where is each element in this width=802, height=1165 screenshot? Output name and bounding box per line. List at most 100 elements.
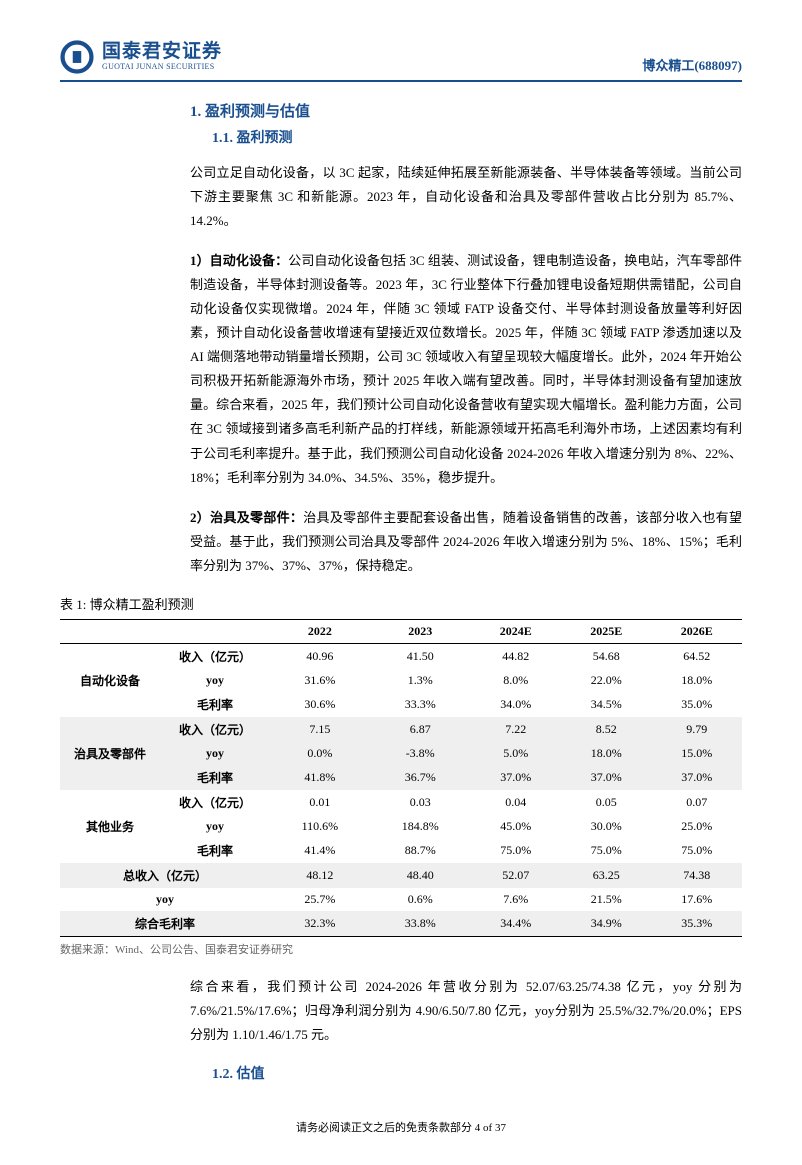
table-cell: 18.0% (651, 669, 742, 692)
table-cell: 75.0% (471, 838, 561, 863)
table-cell: 45.0% (471, 815, 561, 838)
table-cell: 44.82 (471, 643, 561, 669)
table-cell: 7.22 (471, 717, 561, 742)
page-footer: 请务必阅读正文之后的免责条款部分 4 of 37 (60, 1119, 742, 1135)
table-cell: 8.52 (561, 717, 651, 742)
table-cell: 37.0% (471, 765, 561, 790)
table-cell: 40.96 (270, 643, 370, 669)
page-header: 国泰君安证券 GUOTAI JUNAN SECURITIES 博众精工(6880… (60, 40, 742, 82)
table-cell: 收入（亿元） (160, 643, 270, 669)
table-cell: 35.0% (651, 692, 742, 717)
table-cell: 17.6% (651, 888, 742, 911)
table-cell: yoy (60, 888, 270, 911)
table-cell: yoy (160, 669, 270, 692)
logo-text-en: GUOTAI JUNAN SECURITIES (102, 63, 222, 72)
table-cell: 34.4% (471, 911, 561, 937)
table-cell: 31.6% (270, 669, 370, 692)
paragraph-fixture: 2）治具及零部件：治具及零部件主要配套设备出售，随着设备销售的改善，该部分收入也… (190, 506, 742, 578)
summary-block: 综合来看，我们预计公司 2024-2026 年营收分别为 52.07/63.25… (190, 975, 742, 1083)
table-header-row: 2022 2023 2024E 2025E 2026E (60, 619, 742, 643)
table-cell: 34.0% (471, 692, 561, 717)
col-2024e: 2024E (471, 619, 561, 643)
table-cell: 7.6% (471, 888, 561, 911)
table-cell: 32.3% (270, 911, 370, 937)
table-cell: 总收入（亿元） (60, 863, 270, 888)
table-cell: yoy (160, 815, 270, 838)
heading-1-2: 1.2. 估值 (190, 1063, 742, 1083)
table-cell: 88.7% (370, 838, 471, 863)
table-row: 总收入（亿元）48.1248.4052.0763.2574.38 (60, 863, 742, 888)
table-cell: 36.7% (370, 765, 471, 790)
table-cell: 33.8% (370, 911, 471, 937)
table-cell: 综合毛利率 (60, 911, 270, 937)
table-cell: 收入（亿元） (160, 717, 270, 742)
table-row: yoy110.6%184.8%45.0%30.0%25.0% (60, 815, 742, 838)
stock-code: 博众精工(688097) (642, 55, 742, 74)
table-cell: 6.87 (370, 717, 471, 742)
table-cell: 34.9% (561, 911, 651, 937)
table-row: 其他业务收入（亿元）0.010.030.040.050.07 (60, 790, 742, 815)
table-cell: 64.52 (651, 643, 742, 669)
table-cell: 30.0% (561, 815, 651, 838)
table-row: 毛利率30.6%33.3%34.0%34.5%35.0% (60, 692, 742, 717)
table-row: yoy0.0%-3.8%5.0%18.0%15.0% (60, 742, 742, 765)
paragraph-auto: 1）自动化设备：公司自动化设备包括 3C 组装、测试设备，锂电制造设备，换电站，… (190, 249, 742, 489)
earnings-table: 2022 2023 2024E 2025E 2026E 自动化设备收入（亿元）4… (60, 619, 742, 937)
table-cell: 0.03 (370, 790, 471, 815)
table-cell: 48.12 (270, 863, 370, 888)
table-cell: 30.6% (270, 692, 370, 717)
table-cell: 52.07 (471, 863, 561, 888)
table-cell: 毛利率 (160, 692, 270, 717)
table-row: 综合毛利率32.3%33.8%34.4%34.9%35.3% (60, 911, 742, 937)
col-2023: 2023 (370, 619, 471, 643)
table-cell: 63.25 (561, 863, 651, 888)
table-cell: -3.8% (370, 742, 471, 765)
table-row: 治具及零部件收入（亿元）7.156.877.228.529.79 (60, 717, 742, 742)
table-cell: 34.5% (561, 692, 651, 717)
table-cell: 8.0% (471, 669, 561, 692)
table-cell: 0.0% (270, 742, 370, 765)
table-cell: 37.0% (651, 765, 742, 790)
table-cell: 7.15 (270, 717, 370, 742)
table-cell: 25.0% (651, 815, 742, 838)
table-cell: 110.6% (270, 815, 370, 838)
table-cell: 0.04 (471, 790, 561, 815)
logo-block: 国泰君安证券 GUOTAI JUNAN SECURITIES (60, 40, 222, 74)
table-cell: 治具及零部件 (60, 717, 160, 790)
company-logo-icon (60, 40, 94, 74)
table-cell: 41.8% (270, 765, 370, 790)
table-cell: 毛利率 (160, 765, 270, 790)
table-cell: 其他业务 (60, 790, 160, 863)
table-cell: 15.0% (651, 742, 742, 765)
table-cell: 37.0% (561, 765, 651, 790)
heading-1: 1. 盈利预测与估值 (190, 100, 742, 121)
table-cell: 自动化设备 (60, 643, 160, 717)
heading-1-1: 1.1. 盈利预测 (190, 127, 742, 147)
table-cell: 75.0% (561, 838, 651, 863)
table-cell: 25.7% (270, 888, 370, 911)
table-cell: 184.8% (370, 815, 471, 838)
para-label-2: 2）治具及零部件： (190, 510, 303, 525)
table-cell: 33.3% (370, 692, 471, 717)
table-cell: 毛利率 (160, 838, 270, 863)
col-2025e: 2025E (561, 619, 651, 643)
col-2026e: 2026E (651, 619, 742, 643)
table-cell: 41.50 (370, 643, 471, 669)
table-cell: 74.38 (651, 863, 742, 888)
para-body-1: 公司自动化设备包括 3C 组装、测试设备，锂电制造设备，换电站，汽车零部件制造设… (190, 253, 742, 484)
table-cell: 收入（亿元） (160, 790, 270, 815)
paragraph-summary: 综合来看，我们预计公司 2024-2026 年营收分别为 52.07/63.25… (190, 975, 742, 1047)
table-cell: 0.07 (651, 790, 742, 815)
table-cell: 54.68 (561, 643, 651, 669)
page-root: 国泰君安证券 GUOTAI JUNAN SECURITIES 博众精工(6880… (0, 0, 802, 1165)
table-cell: 5.0% (471, 742, 561, 765)
logo-text-cn: 国泰君安证券 (102, 42, 222, 63)
body-content: 1. 盈利预测与估值 1.1. 盈利预测 公司立足自动化设备，以 3C 起家，陆… (190, 100, 742, 578)
table-cell: 48.40 (370, 863, 471, 888)
table-row: yoy25.7%0.6%7.6%21.5%17.6% (60, 888, 742, 911)
table-cell: 21.5% (561, 888, 651, 911)
para-label-1: 1）自动化设备： (190, 253, 288, 268)
table-cell: 22.0% (561, 669, 651, 692)
table-row: 自动化设备收入（亿元）40.9641.5044.8254.6864.52 (60, 643, 742, 669)
table-row: yoy31.6%1.3%8.0%22.0%18.0% (60, 669, 742, 692)
